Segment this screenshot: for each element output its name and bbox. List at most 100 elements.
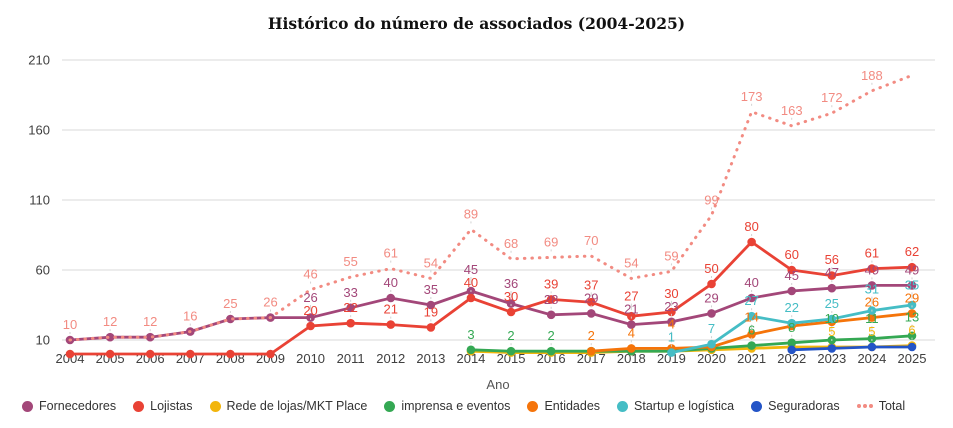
legend-item-fornecedores[interactable]: Fornecedores	[22, 399, 116, 413]
legend-item-seguradoras[interactable]: Seguradoras	[751, 399, 840, 413]
data-label: 45	[784, 268, 798, 283]
data-point	[627, 320, 636, 329]
data-point	[787, 338, 797, 348]
data-point	[506, 307, 516, 317]
data-point	[546, 310, 556, 320]
chart-title: Histórico do número de associados (2004-…	[267, 14, 686, 33]
data-label: 25	[825, 296, 839, 311]
data-label: 12	[103, 314, 117, 329]
data-label: 70	[584, 233, 598, 248]
legend-item-rede-de-lojas-mkt-place[interactable]: Rede de lojas/MKT Place	[209, 399, 367, 413]
data-label: 21	[384, 302, 398, 317]
data-label: 35	[424, 282, 438, 297]
legend-item-imprensa-e-eventos[interactable]: imprensa e eventos	[384, 399, 510, 413]
data-label: 10	[825, 311, 839, 326]
data-point	[787, 318, 797, 328]
legend-label: Fornecedores	[39, 399, 117, 413]
data-label: 40	[464, 275, 478, 290]
data-label: 61	[865, 246, 879, 261]
data-label: 39	[544, 276, 558, 291]
y-tick-label: 160	[28, 123, 50, 138]
data-label: 2	[548, 328, 555, 343]
data-point	[707, 339, 716, 349]
data-point	[466, 293, 476, 303]
legend-item-entidades[interactable]: Entidades	[527, 399, 600, 413]
data-label: 50	[704, 261, 718, 276]
data-label: 21	[624, 302, 638, 317]
data-point	[907, 309, 917, 318]
series-line-total	[68, 73, 914, 342]
data-label: 40	[384, 275, 398, 290]
data-label: 26	[303, 290, 317, 305]
data-point	[787, 265, 797, 275]
data-label: 55	[343, 254, 357, 269]
data-label: 5	[868, 324, 875, 339]
x-tick-label: 2018	[617, 351, 646, 366]
data-label: 5	[828, 324, 835, 339]
series-line-seguradoras	[791, 345, 912, 352]
data-point	[787, 286, 797, 296]
data-label: 35	[905, 277, 919, 292]
legend-marker	[856, 404, 873, 408]
data-label: 45	[464, 262, 478, 277]
data-label: 54	[624, 255, 638, 270]
data-point	[145, 349, 155, 359]
data-point	[747, 237, 756, 247]
data-point	[867, 313, 877, 322]
data-label: 4	[628, 325, 635, 340]
data-label: 61	[384, 246, 398, 261]
legend-marker	[22, 400, 33, 412]
data-label: 1	[668, 330, 675, 345]
data-label: 56	[825, 252, 839, 267]
legend-label: Seguradoras	[768, 399, 840, 413]
data-point	[386, 320, 396, 329]
data-label: 23	[664, 299, 678, 314]
data-point	[226, 314, 235, 324]
data-point	[266, 349, 275, 359]
data-point	[105, 349, 115, 359]
data-point	[707, 309, 716, 318]
data-label: 36	[504, 276, 518, 291]
x-tick-label: 2015	[497, 351, 526, 366]
data-point	[747, 293, 756, 303]
legend-item-lojistas[interactable]: Lojistas	[133, 399, 193, 413]
data-point	[827, 271, 837, 280]
data-label: 13	[905, 310, 919, 325]
data-point	[306, 321, 315, 331]
data-label: 22	[343, 300, 357, 315]
data-point	[867, 264, 877, 273]
x-tick-label: 2022	[777, 351, 806, 366]
x-tick-label: 2012	[376, 351, 405, 366]
data-label: 49	[865, 262, 879, 277]
x-tick-label: 2023	[817, 351, 846, 366]
data-point	[386, 293, 396, 303]
data-label: 46	[303, 267, 317, 282]
data-point	[707, 279, 716, 289]
data-label: 89	[464, 206, 478, 221]
legend-label: Total	[878, 399, 906, 413]
legend-item-total[interactable]: Total	[856, 399, 906, 413]
x-axis-title: Ano	[486, 377, 509, 392]
x-tick-label: 2010	[296, 351, 325, 366]
data-point	[226, 349, 235, 359]
data-point	[907, 281, 917, 290]
legend-label: Startup e logística	[634, 399, 735, 413]
data-label: 10	[63, 317, 77, 332]
data-point	[506, 346, 516, 356]
data-point	[627, 311, 636, 321]
data-label: 68	[504, 236, 518, 251]
data-point	[867, 334, 877, 343]
data-label: 14	[744, 310, 758, 325]
data-label: 6	[908, 323, 915, 338]
legend-label: Lojistas	[150, 399, 193, 413]
data-point	[827, 283, 837, 293]
data-point	[907, 342, 917, 352]
legend-item-startup-e-log-stica[interactable]: Startup e logística	[617, 399, 734, 413]
data-point	[827, 344, 837, 353]
data-label: 27	[744, 293, 758, 308]
x-tick-label: 2024	[857, 351, 886, 366]
data-label: 99	[704, 192, 718, 207]
x-tick-label: 2020	[697, 351, 726, 366]
series-layer	[65, 73, 917, 359]
